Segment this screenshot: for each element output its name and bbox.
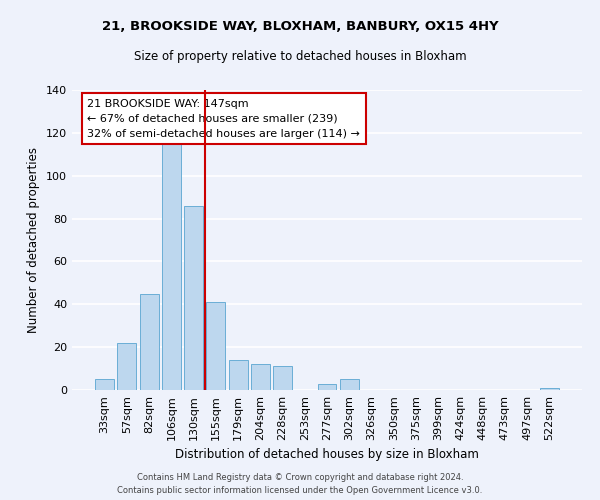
Text: Contains HM Land Registry data © Crown copyright and database right 2024.: Contains HM Land Registry data © Crown c…	[137, 474, 463, 482]
Bar	[162, 144, 181, 390]
Text: Contains public sector information licensed under the Open Government Licence v3: Contains public sector information licen…	[118, 486, 482, 495]
Bar	[118, 343, 136, 390]
Bar	[317, 384, 337, 390]
Y-axis label: Number of detached properties: Number of detached properties	[28, 147, 40, 333]
Text: Size of property relative to detached houses in Bloxham: Size of property relative to detached ho…	[134, 50, 466, 63]
Bar	[273, 366, 292, 390]
Bar	[229, 360, 248, 390]
Bar	[340, 380, 359, 390]
Text: 21 BROOKSIDE WAY: 147sqm
← 67% of detached houses are smaller (239)
32% of semi-: 21 BROOKSIDE WAY: 147sqm ← 67% of detach…	[88, 99, 360, 138]
Bar	[540, 388, 559, 390]
X-axis label: Distribution of detached houses by size in Bloxham: Distribution of detached houses by size …	[175, 448, 479, 462]
Bar	[184, 206, 203, 390]
Bar	[95, 380, 114, 390]
Bar	[140, 294, 158, 390]
Bar	[251, 364, 270, 390]
Text: 21, BROOKSIDE WAY, BLOXHAM, BANBURY, OX15 4HY: 21, BROOKSIDE WAY, BLOXHAM, BANBURY, OX1…	[101, 20, 499, 33]
Bar	[206, 302, 225, 390]
